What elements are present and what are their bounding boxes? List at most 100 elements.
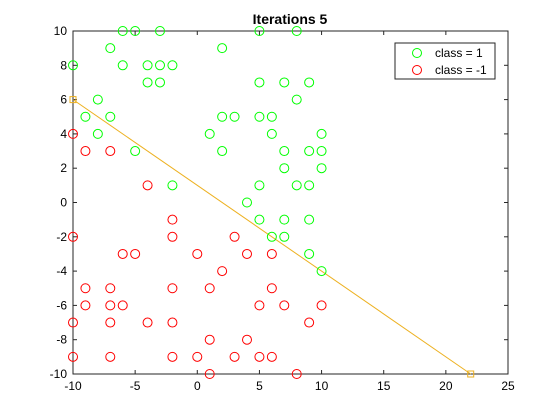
point-class-neg1 <box>217 266 228 277</box>
point-class-1 <box>316 128 327 139</box>
y-tick-label: 4 <box>60 127 67 141</box>
point-class-neg1 <box>68 351 78 362</box>
point-class-neg1 <box>167 214 178 225</box>
point-class-1 <box>142 60 153 71</box>
point-class-1 <box>304 146 315 157</box>
point-class-neg1 <box>105 317 116 328</box>
point-class-neg1 <box>130 248 141 259</box>
x-tick-label: 10 <box>315 379 329 393</box>
y-tick-label: 2 <box>60 161 67 175</box>
point-class-neg1 <box>167 231 178 242</box>
point-class-1 <box>105 43 116 54</box>
point-class-neg1 <box>304 317 315 328</box>
point-class-neg1 <box>68 317 78 328</box>
point-class-1 <box>304 180 315 191</box>
point-class-1 <box>304 248 315 259</box>
point-class-1 <box>117 60 128 71</box>
point-class-1 <box>254 77 265 88</box>
point-class-1 <box>266 128 277 139</box>
point-class-1 <box>92 128 103 139</box>
point-class-1 <box>254 26 265 36</box>
point-class-1 <box>291 26 302 36</box>
plot-area <box>72 30 509 375</box>
point-class-neg1 <box>229 351 240 362</box>
point-class-1 <box>167 60 178 71</box>
point-class-1 <box>130 26 141 36</box>
point-class-1 <box>80 111 91 122</box>
point-class-1 <box>279 231 290 242</box>
point-class-neg1 <box>204 283 215 294</box>
point-class-1 <box>316 266 327 277</box>
point-class-1 <box>304 77 315 88</box>
legend-marker-class-neg1 <box>412 65 422 75</box>
x-tick-label: 15 <box>377 379 391 393</box>
legend-box <box>394 42 496 80</box>
point-class-neg1 <box>68 231 78 242</box>
point-class-1 <box>266 231 277 242</box>
point-class-1 <box>254 214 265 225</box>
point-class-1 <box>117 26 128 36</box>
point-class-neg1 <box>142 317 153 328</box>
point-class-1 <box>105 111 116 122</box>
point-class-neg1 <box>80 146 91 157</box>
point-class-1 <box>68 60 78 71</box>
y-tick-label: -4 <box>56 264 67 278</box>
y-tick-label: -6 <box>56 298 67 312</box>
legend: class = 1 class = -1 <box>394 42 496 80</box>
point-class-1 <box>155 26 165 36</box>
y-tick-label: -2 <box>56 230 67 244</box>
point-class-1 <box>155 77 165 88</box>
point-class-neg1 <box>105 283 116 294</box>
point-class-neg1 <box>68 128 78 139</box>
x-tick-label: -5 <box>130 379 141 393</box>
point-class-neg1 <box>242 248 252 259</box>
point-class-1 <box>304 214 315 225</box>
point-class-neg1 <box>80 300 91 311</box>
point-class-neg1 <box>229 231 240 242</box>
point-class-1 <box>254 111 265 122</box>
y-tick-label: 10 <box>54 24 68 38</box>
point-class-neg1 <box>167 283 178 294</box>
point-class-neg1 <box>254 300 265 311</box>
point-class-1 <box>217 146 228 157</box>
point-class-1 <box>279 146 290 157</box>
point-class-neg1 <box>254 351 265 362</box>
y-axis: -10 -8 -6 -4 -2 0 2 4 6 8 10 <box>50 24 508 381</box>
point-class-neg1 <box>279 300 290 311</box>
decision-line <box>72 99 471 375</box>
point-class-neg1 <box>204 334 215 345</box>
legend-label-class-neg1: class = -1 <box>435 63 487 77</box>
point-class-1 <box>217 111 228 122</box>
x-tick-label: 0 <box>194 379 201 393</box>
point-class-1 <box>316 146 327 157</box>
legend-marker-class-1 <box>412 48 422 58</box>
chart-title: Iterations 5 <box>253 11 328 27</box>
point-class-neg1 <box>105 146 116 157</box>
point-class-1 <box>142 77 153 88</box>
point-class-1 <box>279 77 290 88</box>
x-axis: -10 -5 0 5 10 15 20 25 <box>64 31 515 393</box>
point-class-neg1 <box>167 351 178 362</box>
point-class-neg1 <box>316 300 327 311</box>
point-class-1 <box>167 180 178 191</box>
y-tick-label: 0 <box>60 196 67 210</box>
point-class-1 <box>279 214 290 225</box>
decision-line-endpoint <box>69 96 77 104</box>
point-class-neg1 <box>266 351 277 362</box>
legend-label-class-1: class = 1 <box>435 46 483 60</box>
decision-line-endpoint <box>467 370 475 378</box>
point-class-neg1 <box>242 334 252 345</box>
point-class-neg1 <box>167 317 178 328</box>
point-class-1 <box>291 180 302 191</box>
point-class-1 <box>92 94 103 105</box>
point-class-neg1 <box>266 248 277 259</box>
y-tick-label: -10 <box>50 367 68 381</box>
point-class-neg1 <box>192 248 203 259</box>
point-class-1 <box>155 60 165 71</box>
point-class-1 <box>279 163 290 174</box>
point-class-neg1 <box>204 369 215 379</box>
point-class-1 <box>130 146 141 157</box>
point-class-1 <box>217 43 228 54</box>
y-tick-label: 8 <box>60 58 67 72</box>
